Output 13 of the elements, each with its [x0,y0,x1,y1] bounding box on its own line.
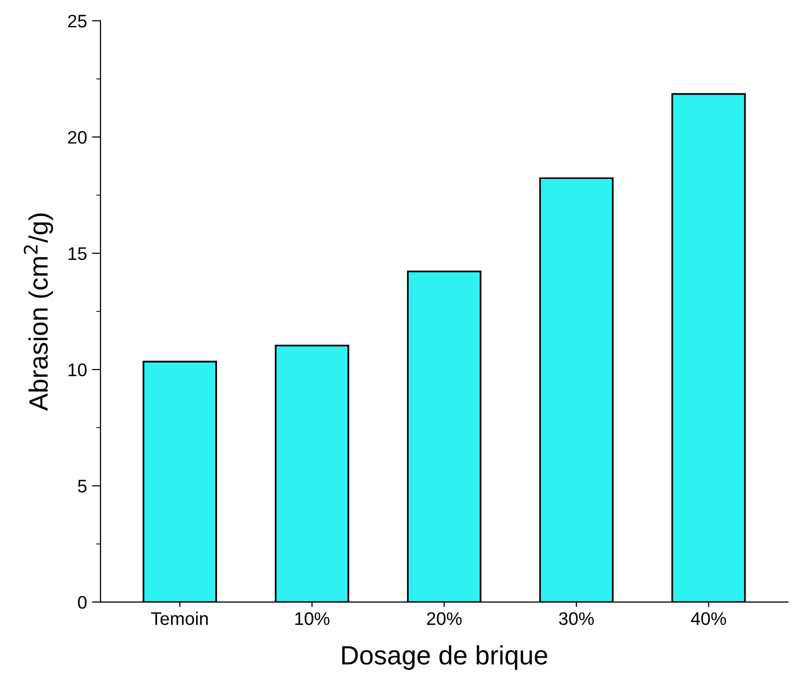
x-axis-title: Dosage de brique [342,645,548,670]
y-tick-label: 0 [78,596,87,609]
x-tick-label: 20% [427,612,462,626]
y-tick-label: 5 [78,480,87,493]
x-tick-label: Temoin [151,612,208,626]
y-tick-label: 10 [68,363,87,376]
x-tick-label: 10% [295,612,330,626]
x-tick-label: 30% [559,612,594,626]
y-tick-label: 20 [68,130,87,144]
y-axis-title: Abrasion (cm$^{2}$/g) [24,214,54,411]
y-tick-label: 25 [68,14,87,28]
x-tick-label: 40% [690,612,726,626]
y-tick-label: 15 [68,247,87,260]
